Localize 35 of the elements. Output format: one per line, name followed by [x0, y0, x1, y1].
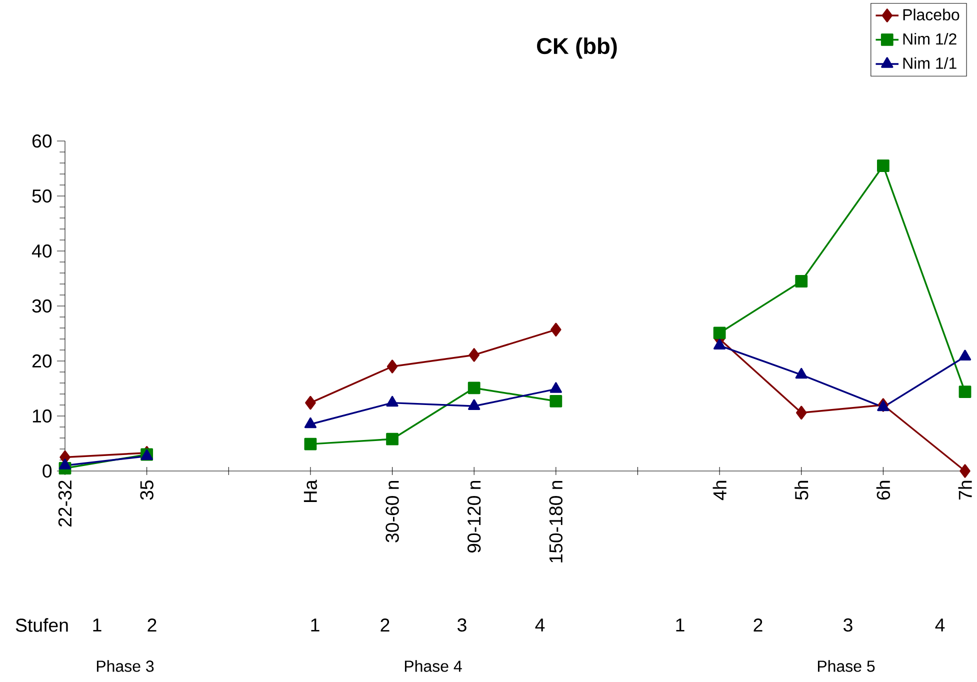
y-tick-label: 0 [42, 464, 52, 478]
text: 4 [535, 618, 545, 632]
y-tick-label: 30 [32, 299, 52, 313]
x-tick-label: 90-120 n [467, 480, 481, 553]
chart-title: CK (bb) [537, 37, 617, 59]
text: Stufen [16, 618, 68, 632]
x-tick-label: 4h [712, 480, 726, 500]
y-tick-label: 10 [32, 409, 52, 423]
text: 2 [380, 618, 390, 632]
x-tick-label: 150-180 n [549, 480, 563, 562]
text: 3 [844, 618, 852, 632]
legend-label: Nim 1/1 [903, 57, 956, 69]
x-tick-label: 5h [794, 480, 808, 500]
y-tick-label: 50 [32, 189, 52, 203]
text: 1 [676, 618, 684, 632]
x-tick-label: 6h [876, 480, 890, 500]
y-tick-label: 60 [32, 134, 52, 148]
x-tick-label: 7h [958, 480, 972, 500]
text: 4 [935, 618, 945, 632]
x-tick-label: 30-60 n [386, 480, 399, 542]
y-tick-label: 20 [32, 354, 52, 368]
text: 1 [311, 618, 320, 632]
text: Phase 5 [818, 660, 875, 672]
y-tick-label: 40 [32, 244, 52, 258]
legend-label: Nim 1/2 [903, 32, 956, 45]
text: 3 [458, 618, 466, 632]
text: Phase 4 [404, 660, 462, 672]
text: Phase 3 [96, 660, 154, 672]
text: 2 [148, 618, 156, 632]
x-tick-label: Ha [304, 480, 317, 502]
legend-label: Placebo [903, 8, 960, 20]
x-tick-label: 22-32 [58, 480, 72, 527]
text: 1 [93, 618, 102, 632]
x-tick-label: 35 [140, 480, 154, 500]
text: 2 [754, 618, 762, 632]
